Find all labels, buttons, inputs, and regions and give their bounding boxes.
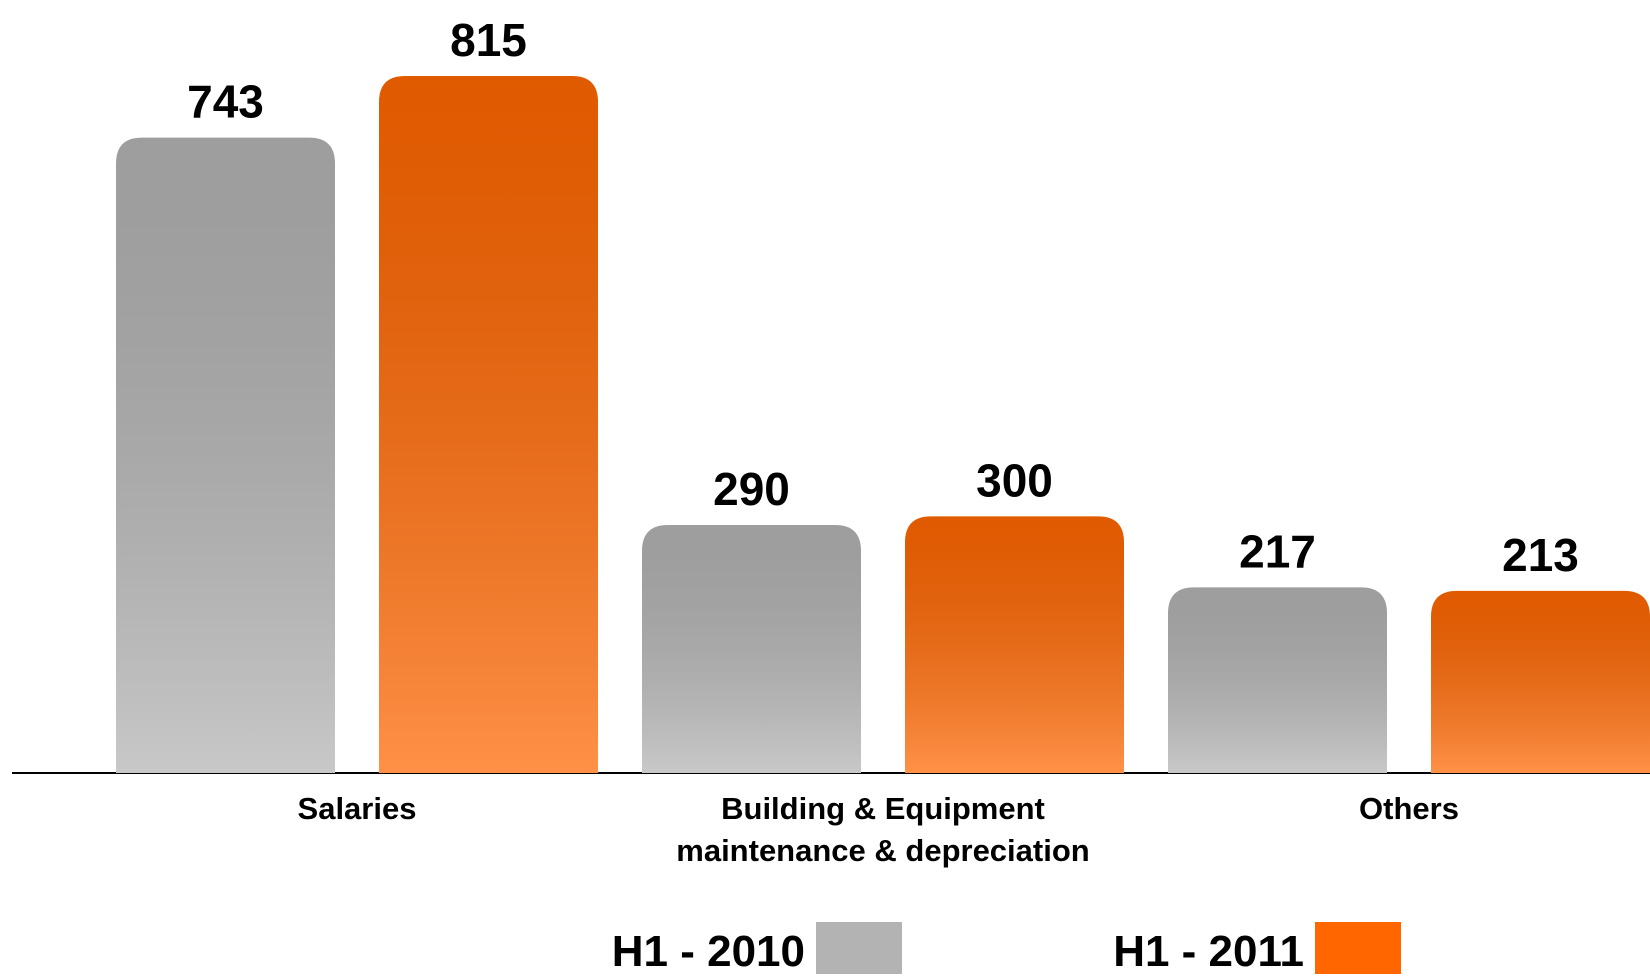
- bar-shade: [379, 76, 598, 773]
- value-label: 743: [187, 76, 264, 128]
- category-label: Building & Equipment maintenance & depre…: [676, 791, 1090, 868]
- category-label: Others: [1359, 791, 1459, 826]
- value-label: 300: [976, 454, 1053, 506]
- value-label: 217: [1239, 525, 1316, 577]
- bar-shade: [642, 524, 861, 773]
- value-label: 290: [713, 463, 790, 515]
- legend-swatch: [1315, 922, 1401, 974]
- value-label: 213: [1502, 529, 1579, 581]
- legend-swatch: [816, 922, 902, 974]
- legend-label: H1 - 2011: [1113, 927, 1304, 976]
- category-label: Salaries: [297, 791, 417, 826]
- value-label: 815: [450, 14, 527, 66]
- bar-shade: [1431, 590, 1650, 773]
- bar-shade: [1168, 587, 1387, 773]
- legend-label: H1 - 2010: [612, 927, 805, 976]
- bar-shade: [116, 137, 335, 774]
- bar-shade: [905, 516, 1124, 773]
